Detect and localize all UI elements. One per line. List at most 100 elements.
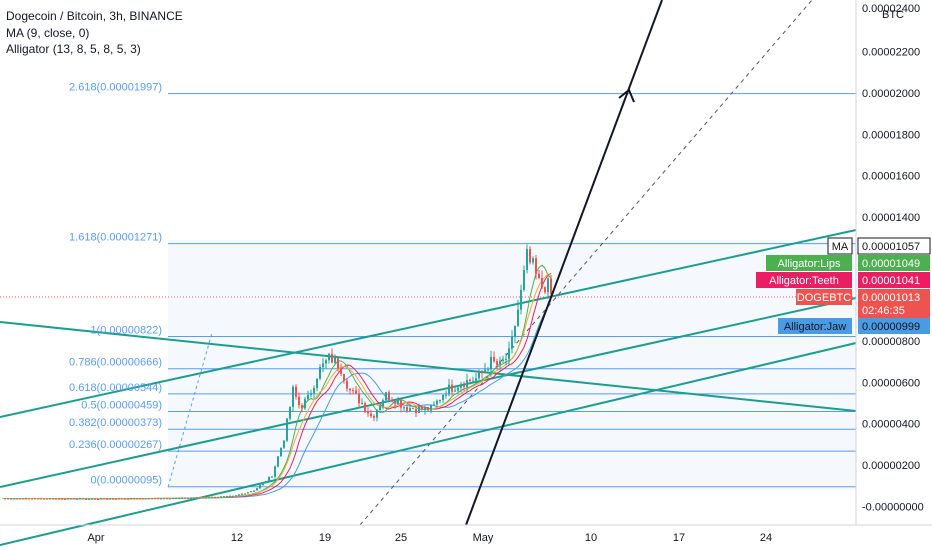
x-tick-label: 24: [760, 532, 772, 544]
time-axis[interactable]: Apr 12 19 25 May 10 17 24: [87, 532, 772, 544]
tag-name: Alligator:Jaw: [784, 321, 846, 333]
ma-line: [2, 273, 552, 500]
y-tick-label: 0.00002000: [862, 88, 920, 100]
candle-body: [547, 278, 549, 293]
candle-body: [310, 393, 312, 396]
y-tick-label: 0.00000200: [862, 460, 920, 472]
candle-body: [19, 498, 21, 500]
candle-body: [157, 498, 159, 500]
candle-body: [313, 388, 315, 394]
candle-body: [454, 390, 456, 392]
candle-body: [52, 498, 54, 500]
candle-body: [337, 357, 339, 369]
candle-body: [283, 440, 285, 448]
candle-body: [253, 490, 255, 492]
x-tick-label: 25: [395, 532, 407, 544]
candle-body: [316, 378, 318, 389]
y-tick-label: 0.00001400: [862, 212, 920, 224]
candle-body: [532, 258, 534, 263]
candle-body: [475, 378, 477, 381]
candle-body: [76, 498, 78, 500]
chart-legend: Dogecoin / Bitcoin, 3h, BINANCE MA (9, c…: [6, 8, 183, 58]
candle-body: [319, 367, 321, 379]
arrow-trendline[interactable]: [465, 0, 663, 526]
candle-body: [184, 497, 186, 499]
tag-name-bg: [766, 255, 852, 271]
candle-body: [97, 498, 99, 500]
candle-body: [61, 498, 63, 500]
candle-body: [415, 408, 417, 413]
candle-body: [361, 403, 363, 405]
candle-body: [385, 392, 387, 401]
candle-body: [517, 309, 519, 326]
candle-body: [127, 498, 129, 500]
fib-trend-dashed: [167, 332, 213, 488]
arrow-trendline-line: [465, 0, 663, 526]
fib-label-1: 1.618(0.00001271): [69, 232, 162, 244]
candle-body: [535, 258, 537, 274]
dashed-trendlines[interactable]: [167, 0, 813, 526]
candle-body: [481, 372, 483, 374]
candle-body: [439, 400, 441, 402]
candle-body: [223, 496, 225, 498]
candle-body: [457, 387, 459, 391]
candle-body: [232, 495, 234, 497]
candle-body: [466, 379, 468, 388]
candle-body: [397, 400, 399, 404]
candle-body: [463, 384, 465, 388]
fib-labels: 2.618(0.00001997) 1.618(0.00001271) 1(0.00…: [69, 82, 162, 487]
candle-body: [250, 491, 252, 493]
candle-body: [529, 249, 531, 263]
channel-lines[interactable]: [0, 229, 857, 546]
x-tick-label: 10: [585, 532, 597, 544]
candle-body: [238, 494, 240, 496]
candle-body: [202, 497, 204, 499]
tag-value-bg: [857, 237, 931, 255]
candle-body: [7, 498, 9, 500]
candle-body: [193, 497, 195, 499]
candle-body: [169, 498, 171, 500]
candle-body: [490, 356, 492, 370]
candle-body: [259, 485, 261, 489]
tag-value-bg: [858, 289, 930, 319]
y-tick-label: 0.00001800: [862, 129, 920, 141]
candle-body: [394, 400, 396, 404]
x-tick-label: Apr: [87, 532, 104, 544]
candle-body: [208, 497, 210, 499]
channel-line-0: [0, 229, 857, 418]
tag-value-bg: [858, 318, 930, 334]
fib-label-0: 2.618(0.00001997): [69, 82, 162, 94]
candle-body: [352, 390, 354, 392]
legend-alligator[interactable]: Alligator (13, 8, 5, 8, 5, 3): [6, 42, 141, 56]
price-axis[interactable]: 0.00002200 0.00002000 0.00001800 0.00001600…: [862, 3, 924, 513]
candle-body: [91, 498, 93, 500]
fib-label-8: 0(0.00000095): [90, 475, 162, 487]
candle-body: [10, 498, 12, 500]
candle-body: [304, 399, 306, 409]
candle-body: [289, 406, 291, 419]
y-tick-label: 0.00000800: [862, 336, 920, 348]
candle-body: [133, 498, 135, 500]
legend-title[interactable]: Dogecoin / Bitcoin, 3h, BINANCE: [6, 9, 183, 23]
candle-body: [217, 497, 219, 499]
candle-body: [541, 278, 543, 288]
candle-body: [277, 456, 279, 467]
candle-body: [256, 488, 258, 491]
legend-ma[interactable]: MA (9, close, 0): [6, 25, 90, 40]
candle-body: [247, 492, 249, 494]
candle-body: [55, 498, 57, 500]
channel-line-1: [0, 321, 857, 412]
candle-body: [103, 498, 105, 500]
candle-body: [16, 498, 18, 500]
candle-body: [328, 353, 330, 361]
candle-body: [391, 399, 393, 401]
x-tick-label: 17: [673, 532, 685, 544]
candle-body: [451, 384, 453, 392]
candle-body: [334, 357, 336, 363]
candle-body: [220, 496, 222, 498]
candle-body: [109, 498, 111, 500]
candle-body: [151, 498, 153, 500]
fib-label-7: 0.236(0.00000267): [69, 439, 162, 451]
candle-body: [379, 405, 381, 410]
